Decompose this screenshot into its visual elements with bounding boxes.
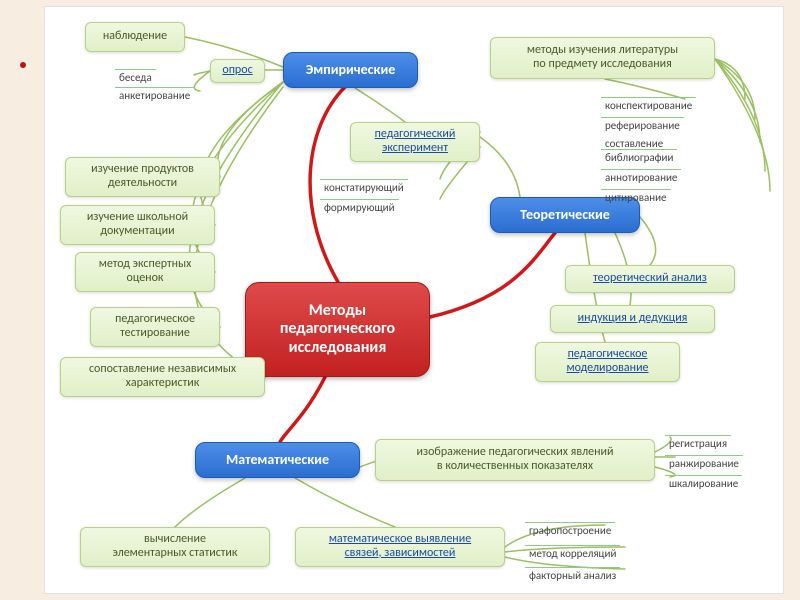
root-node: Методыпедагогическогоисследования: [245, 282, 430, 377]
leaf-box-0: наблюдение: [85, 22, 185, 52]
leaf-box-10: индукция и дедукция: [550, 305, 715, 333]
plain-label-9: цитирование: [601, 189, 671, 205]
plain-label-1: анкетирование: [115, 87, 194, 103]
leaf-box-14: математическое выявлениесвязей, зависимо…: [295, 527, 505, 567]
plain-label-13: графопостроение: [525, 522, 615, 538]
hub-empirical: Эмпирические: [283, 52, 418, 88]
plain-label-5: реферирование: [601, 117, 684, 133]
hub-mathematical: Математические: [195, 442, 360, 478]
plain-label-0: беседа: [115, 69, 156, 85]
leaf-box-1: опрос: [210, 59, 265, 83]
leaf-box-13: вычислениеэлементарных статистик: [80, 527, 270, 567]
leaf-box-4: изучение продуктовдеятельности: [65, 157, 220, 197]
plain-label-7: библиографии: [601, 149, 677, 165]
plain-label-11: ранжирование: [665, 455, 743, 471]
leaf-box-6: метод экспертныхоценок: [75, 252, 215, 292]
plain-label-2: констатирующий: [320, 179, 408, 195]
leaf-box-2: педагогическийэксперимент: [350, 122, 480, 162]
plain-label-10: регистрация: [665, 435, 731, 451]
slide-bullet: [20, 62, 26, 68]
leaf-box-9: теоретический анализ: [565, 265, 735, 293]
plain-label-14: метод корреляций: [525, 545, 620, 561]
leaf-box-5: изучение школьнойдокументации: [60, 205, 215, 245]
leaf-box-11: педагогическоемоделирование: [535, 342, 680, 382]
leaf-box-7: педагогическоетестирование: [90, 307, 220, 347]
plain-label-12: шкалирование: [665, 475, 742, 491]
leaf-box-3: методы изучения литературыпо предмету ис…: [490, 37, 715, 79]
plain-label-8: аннотирование: [601, 169, 681, 185]
leaf-box-12: изображение педагогических явленийв коли…: [375, 439, 655, 481]
plain-label-15: факторный анализ: [525, 567, 620, 583]
plain-label-3: формирующий: [320, 199, 399, 215]
plain-label-4: конспектирование: [601, 97, 696, 113]
diagram-canvas: Методыпедагогическогоисследования Эмпирич…: [44, 6, 784, 594]
leaf-box-8: сопоставление независимыххарактеристик: [60, 357, 265, 397]
